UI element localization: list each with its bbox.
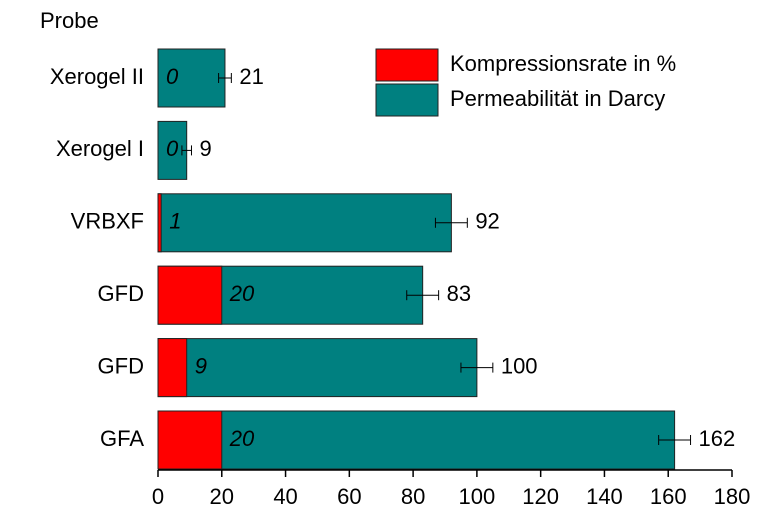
y-tick-label: Xerogel I [56,136,144,161]
x-tick-label: 140 [586,484,623,509]
x-tick-label: 0 [152,484,164,509]
y-tick-label: Xerogel II [50,64,144,89]
bar [157,410,223,470]
x-tick-label: 80 [401,484,425,509]
legend-swatch [375,48,439,82]
bar [157,265,223,325]
value-label: 21 [239,64,263,89]
error-bar [658,435,692,445]
legend-swatch [375,83,439,117]
bar [157,338,478,398]
value-label: 83 [447,281,471,306]
y-tick-label: GFA [100,426,144,451]
value-label: 1 [169,209,181,234]
y-tick-label: VRBXF [71,209,144,234]
x-tick-label: 160 [650,484,687,509]
error-bar [218,73,232,83]
error-bar [181,145,192,156]
value-label: 100 [501,353,538,378]
x-tick-label: 40 [273,484,297,509]
value-label: 9 [195,353,207,378]
value-label: 0 [166,64,179,89]
bar [157,48,226,108]
value-label: 0 [166,136,179,161]
x-tick-label: 20 [210,484,234,509]
bar [157,338,188,398]
value-label: 20 [229,426,255,451]
error-bar [460,362,494,373]
value-label: 162 [699,426,736,451]
legend-label: Permeabilität in Darcy [450,86,665,111]
bar [157,193,162,253]
error-bar [406,290,440,301]
x-tick-label: 120 [522,484,559,509]
y-axis-label: Probe [40,8,99,33]
legend-label: Kompressionsrate in % [450,51,676,76]
x-tick-label: 180 [714,484,751,509]
bar [157,193,452,253]
value-label: 20 [229,281,255,306]
x-tick-label: 60 [337,484,361,509]
x-tick-label: 100 [459,484,496,509]
y-tick-label: GFD [98,353,144,378]
bar [157,410,676,470]
y-tick-label: GFD [98,281,144,306]
value-label: 9 [199,136,211,161]
error-bar [434,217,468,228]
value-label: 92 [475,209,499,234]
